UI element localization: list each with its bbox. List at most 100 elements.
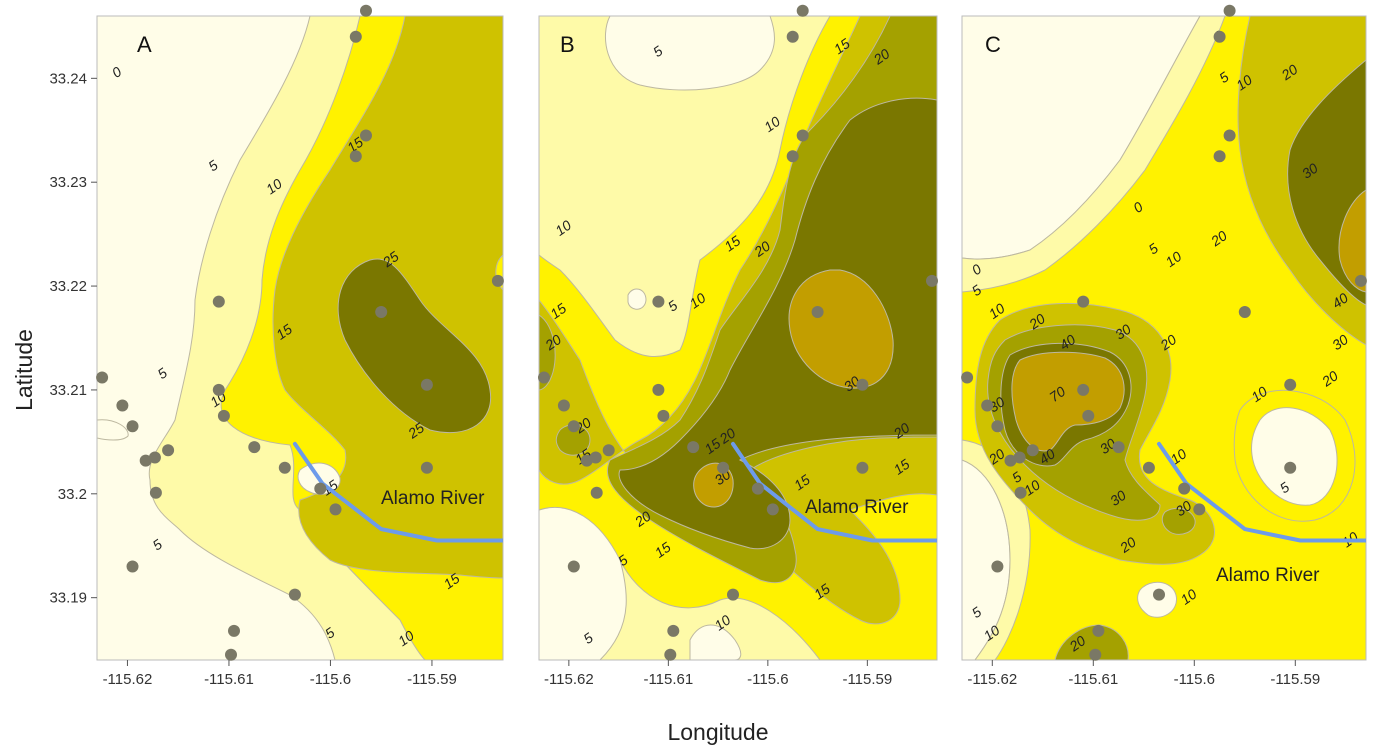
panel-c-sample-point: [1213, 30, 1226, 43]
panel-c-contour-label: 20: [1025, 310, 1048, 333]
panel-c-letter: C: [985, 32, 1001, 57]
panel-a-level-25-fill: [337, 258, 492, 434]
panel-a-sample-point: [360, 129, 372, 142]
y-tick-label: 33.19: [49, 590, 87, 607]
panel-c-sample-point: [1284, 378, 1297, 391]
panel-c-contours: [962, 16, 1366, 660]
panel-a-sample-point: [491, 274, 504, 287]
panel-b-sample-point: [786, 150, 799, 163]
panel-c-sample-point: [1077, 383, 1090, 396]
panel-b-sample-point: [856, 378, 869, 391]
panel-c-level-40-tr: [1338, 189, 1366, 293]
y-tick-label: 33.2: [58, 486, 87, 503]
panel-a-sample-point: [228, 624, 240, 637]
panel-c-level-70-center: [1011, 351, 1125, 452]
panel-a-letter: A: [137, 32, 152, 57]
panel-a-sample-point: [278, 461, 291, 474]
panel-b-sample-point: [811, 306, 824, 318]
panel-b-sample-point: [652, 383, 665, 396]
panel-c-sample-point: [1142, 461, 1155, 474]
panel-a-sample-point: [96, 371, 109, 384]
panel-a: [96, 15, 504, 661]
panel-b-letter: B: [560, 32, 575, 57]
panel-b-contour-label: 20: [631, 508, 654, 531]
panel-a-sample-point: [360, 4, 372, 17]
panel-c-sample-point: [1178, 482, 1191, 495]
panel-a-sample-point: [248, 441, 261, 454]
panel-c-level-20-small: [1161, 507, 1196, 535]
panel-c-x-tick-label: -115.6: [1174, 671, 1215, 688]
panel-a-contour-label: 25: [379, 248, 402, 271]
panel-c-river-label: Alamo River: [1216, 565, 1320, 586]
panel-a-sample-point: [375, 306, 388, 318]
panel-b-sample-point: [657, 409, 670, 422]
panel-a-river-line: [292, 441, 503, 543]
panel-b-level-0-small: [627, 288, 647, 310]
panel-a-sample-point: [314, 482, 327, 495]
y-tick-label: 33.23: [49, 174, 87, 191]
panel-a-river-label: Alamo River: [381, 488, 485, 509]
panel-a-sample-point: [212, 295, 225, 308]
panel-a-sample-point: [288, 588, 301, 601]
panel-a-sample-point: [420, 461, 433, 474]
panel-b-x-tick-label: -115.6: [747, 671, 788, 688]
panel-b-sample-point: [926, 274, 938, 287]
panel-b-sample-point: [652, 295, 665, 308]
panel-c-level-20-bottom: [1054, 624, 1129, 660]
panel-b-sample-point: [580, 454, 593, 467]
panel-c-sample-point: [1223, 4, 1236, 17]
panel-a-x-tick-label: -115.6: [310, 671, 351, 688]
panel-c-contour-label: 20: [985, 445, 1008, 468]
panel-b-river-line: [731, 441, 937, 543]
panel-c-sample-point: [1193, 503, 1206, 516]
panel-b-sample-point: [664, 648, 677, 661]
y-tick-label: 33.21: [49, 382, 87, 399]
panel-a-sample-point: [148, 451, 161, 464]
panel-b-sample-point: [557, 399, 570, 412]
panel-c-sample-point: [1354, 274, 1367, 287]
panel-b-sample-point: [567, 560, 580, 573]
panel-a-contour-label: 25: [404, 419, 427, 442]
panel-a-sample-point: [212, 383, 225, 396]
panel-c-sample-point: [1004, 454, 1017, 467]
panel-a-sample-point: [126, 420, 139, 433]
panel-a-x-tick-label: -115.59: [407, 671, 457, 688]
panel-a-sample-point: [420, 378, 433, 391]
panel-c-contour-label: 20: [1318, 367, 1341, 390]
panel-c-sample-point: [1026, 444, 1039, 457]
panel-c-sample-point: [1153, 588, 1165, 601]
panel-a-x-tick-label: -115.61: [204, 671, 254, 688]
panel-c-frame: [961, 15, 1367, 661]
panel-b-frame: [538, 15, 938, 661]
panel-a-sample-point: [217, 409, 230, 422]
panel-a-x-tick-label: -115.62: [103, 671, 153, 688]
panel-c-x-tick-label: -115.61: [1068, 671, 1118, 688]
y-tick-label: 33.22: [49, 278, 87, 295]
panel-c-sample-point: [1092, 624, 1105, 637]
panel-a-sample-point: [126, 560, 139, 573]
panel-b-contour-label: 20: [541, 331, 564, 354]
panel-c-sample-point: [1077, 295, 1090, 308]
panel-c-contour-label: 20: [1156, 331, 1179, 354]
panel-c-sample-point: [981, 399, 994, 412]
panel-c-sample-point: [991, 560, 1004, 573]
panel-c-sample-point: [1089, 648, 1102, 661]
panel-b-sample-point: [766, 503, 779, 516]
panel-b-sample-point: [751, 482, 764, 495]
panel-b-sample-point: [602, 444, 615, 457]
panel-c-sample-point: [1014, 486, 1027, 499]
panel-b-x-tick-label: -115.61: [643, 671, 693, 688]
panel-b-level-25-fill: [618, 97, 937, 550]
panel-b-sample-point: [667, 624, 680, 637]
panel-c-contour-label: 20: [1207, 227, 1230, 250]
panel-b-sample-point: [717, 461, 730, 474]
panel-c-sample-point: [961, 371, 974, 384]
panel-b: [538, 15, 938, 661]
panel-b-sample-point: [796, 4, 809, 17]
panel-c: [961, 15, 1367, 661]
panel-c-x-tick-label: -115.62: [967, 671, 1017, 688]
panel-a-sample-point: [139, 454, 152, 467]
panel-b-level-30-fill: [788, 269, 894, 389]
y-tick-label: 33.24: [49, 70, 87, 87]
